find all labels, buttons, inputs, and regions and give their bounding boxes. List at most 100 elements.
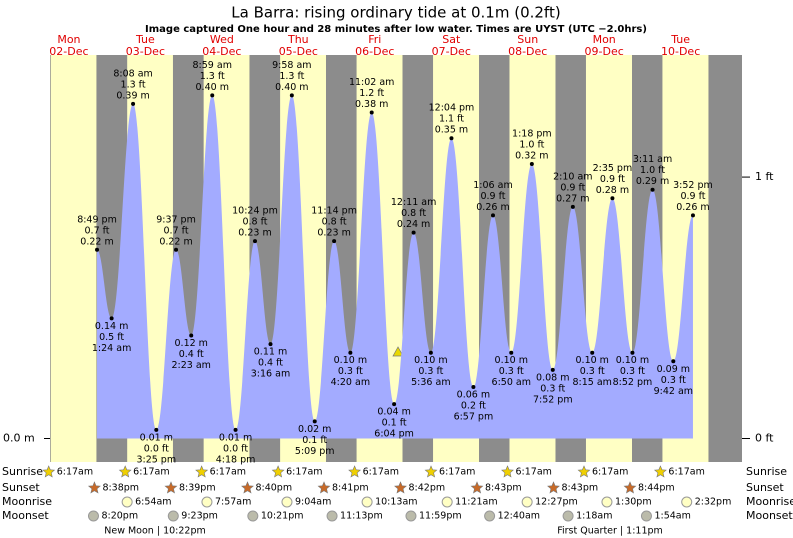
tide-point — [289, 93, 294, 98]
current-marker — [392, 346, 404, 357]
row-time: 6:17am — [363, 467, 399, 478]
tide-label: 3:11 am — [633, 154, 672, 165]
subtitle: Image captured One hour and 28 minutes a… — [145, 24, 647, 35]
day-name: Sun — [517, 33, 538, 46]
tide-point — [268, 342, 273, 347]
tide-label: 0.35 m — [435, 125, 468, 136]
tide-label: 0.39 m — [116, 90, 149, 101]
moonset-icon — [326, 510, 338, 522]
row-label: Moonset — [746, 509, 793, 522]
row-time: 6:17am — [57, 467, 93, 478]
day-name: Mon — [593, 33, 616, 46]
tide-label: 10:24 pm — [232, 206, 278, 217]
day-date: 08-Dec — [508, 45, 547, 58]
tide-area — [97, 95, 693, 439]
tide-label: 0.9 ft — [560, 182, 585, 193]
sunrise-icon — [42, 465, 56, 478]
row-label: Moonset — [2, 509, 49, 522]
day-name: Tue — [135, 33, 155, 46]
sunset-icon — [623, 481, 637, 494]
tide-point — [590, 350, 595, 355]
moon-phase: First Quarter | 1:11pm — [557, 526, 663, 537]
tide-label: 1:06 am — [473, 180, 512, 191]
tide-label: 0.10 m — [414, 355, 447, 366]
tide-point — [610, 196, 615, 201]
day-name: Sat — [442, 33, 461, 46]
tide-point — [95, 247, 100, 252]
tide-label: 1:18 pm — [512, 128, 552, 139]
y2-tick-label: 1 ft — [755, 170, 774, 183]
tide-point — [449, 136, 454, 141]
tide-label: 1.2 ft — [359, 88, 384, 99]
day-name: Wed — [210, 33, 234, 46]
sunrise-icon — [195, 465, 209, 478]
row-time: 8:43pm — [485, 483, 522, 494]
tide-label: 2:10 am — [553, 171, 592, 182]
tide-label: 4:18 pm — [216, 454, 256, 465]
row-time: 6:17am — [286, 467, 322, 478]
tide-label: 0.4 ft — [258, 358, 283, 369]
moonset-icon — [562, 510, 574, 522]
tide-label: 0.5 ft — [99, 332, 124, 343]
tide-label: 0.0 ft — [144, 443, 169, 454]
moonset-icon — [167, 510, 179, 522]
row-time: 6:17am — [133, 467, 169, 478]
day-name: Mon — [57, 33, 80, 46]
tide-label: 6:57 pm — [454, 412, 494, 423]
row-time: 9:23pm — [181, 511, 218, 522]
row-time: 8:42pm — [409, 483, 446, 494]
tide-label: 0.32 m — [515, 150, 548, 161]
tide-label: 0.3 ft — [418, 366, 443, 377]
row-time: 8:40pm — [255, 483, 292, 494]
tide-point — [131, 101, 136, 106]
tide-label: 11:02 am — [349, 77, 394, 88]
tide-label: 6:04 pm — [374, 429, 414, 440]
tide-label: 11:14 pm — [311, 206, 357, 217]
moonrise-icon — [521, 496, 533, 508]
row-label: Sunset — [2, 481, 40, 494]
tide-label: 0.10 m — [495, 355, 528, 366]
sunrise-icon — [501, 465, 514, 478]
row-time: 1:30pm — [615, 497, 652, 508]
tide-point — [509, 350, 514, 355]
sunset-icon — [241, 481, 254, 494]
row-time: 6:17am — [668, 467, 704, 478]
tide-label: 0.8 ft — [401, 208, 426, 219]
title: La Barra: rising ordinary tide at 0.1m (… — [231, 4, 560, 22]
moonrise-icon — [201, 496, 213, 508]
tide-label: 1.0 ft — [519, 139, 544, 150]
tide-point — [471, 385, 476, 390]
tide-label: 0.2 ft — [461, 401, 486, 412]
day-date: 05-Dec — [279, 45, 318, 58]
tide-label: 8:49 pm — [77, 214, 117, 225]
tide-label: 0.40 m — [196, 82, 229, 93]
tide-point — [671, 359, 676, 364]
row-label: Moonrise — [746, 495, 793, 508]
tide-label: 0.9 ft — [480, 191, 505, 202]
tide-label: 0.3 ft — [499, 366, 524, 377]
tide-label: 0.7 ft — [85, 225, 110, 236]
tide-label: 3:16 am — [251, 369, 290, 380]
tide-label: 7:52 pm — [533, 394, 573, 405]
tide-label: 0.24 m — [397, 219, 430, 230]
tide-point — [109, 316, 114, 321]
tide-label: 1.0 ft — [640, 165, 665, 176]
row-time: 8:43pm — [561, 483, 598, 494]
tide-label: 12:11 am — [391, 197, 436, 208]
day-name: Thu — [287, 33, 309, 46]
tide-label: 0.02 m — [298, 424, 331, 435]
sunset-icon — [317, 481, 331, 494]
day-date: 04-Dec — [202, 45, 241, 58]
tide-label: 0.0 ft — [223, 443, 248, 454]
moon-phase: New Moon | 10:22pm — [104, 526, 206, 537]
tide-label: 0.28 m — [596, 185, 629, 196]
tide-label: 2:35 pm — [593, 163, 633, 174]
tide-label: 1.1 ft — [439, 114, 464, 125]
sunset-icon — [394, 481, 407, 494]
tide-label: 0.09 m — [657, 364, 690, 375]
tide-label: 8:52 pm — [613, 377, 653, 388]
row-time: 8:39pm — [179, 483, 216, 494]
moonrise-icon — [681, 496, 693, 508]
